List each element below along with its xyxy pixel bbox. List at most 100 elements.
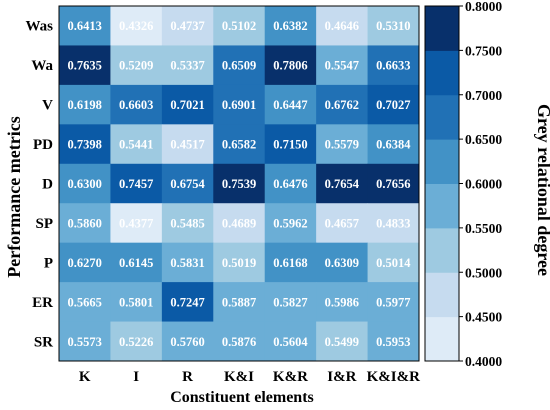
cell-value-label: 0.4833 [376, 216, 410, 230]
cell-value-label: 0.5986 [325, 295, 359, 309]
cell-value-label: 0.5310 [376, 19, 410, 33]
cell-value-label: 0.5226 [119, 335, 153, 349]
heatmap-cell [264, 163, 317, 204]
heatmap-cell [213, 203, 266, 244]
heatmap-cell [213, 321, 266, 362]
heatmap-cell [161, 84, 214, 125]
heatmap-cell [59, 45, 111, 86]
cell-value-label: 0.5801 [119, 295, 153, 309]
cell-value-label: 0.7635 [68, 59, 102, 73]
heatmap-cell [59, 84, 111, 125]
colorbar-tick-label: 0.4500 [465, 310, 502, 325]
heatmap-cell [59, 163, 111, 204]
heatmap-cell [59, 203, 111, 244]
heatmap-cell [161, 6, 214, 46]
heatmap-cell [161, 124, 214, 165]
colorbar-title: Grey relational degree [534, 104, 550, 276]
heatmap-cell [110, 45, 163, 86]
heatmap-cell [264, 321, 317, 362]
cell-value-label: 0.5547 [325, 59, 359, 73]
cell-value-label: 0.6582 [222, 138, 256, 152]
cell-value-label: 0.6762 [325, 98, 359, 112]
heatmap-cell [161, 203, 214, 244]
cell-value-label: 0.6901 [222, 98, 256, 112]
x-tick-label: K [79, 369, 91, 385]
heatmap-cell [367, 6, 420, 46]
cell-value-label: 0.5014 [376, 256, 411, 270]
colorbar-tick-label: 0.7500 [465, 43, 502, 58]
x-tick-label: I [133, 369, 139, 385]
heatmap-cell [161, 242, 214, 283]
cell-value-label: 0.5579 [325, 138, 359, 152]
colorbar-segment [425, 227, 459, 273]
heatmap-cell [264, 282, 317, 323]
colorbar-tick-label: 0.6000 [465, 177, 502, 192]
colorbar-segment [425, 6, 459, 51]
cell-value-label: 0.6270 [68, 256, 102, 270]
heatmap-cell [213, 45, 266, 86]
cell-value-label: 0.4646 [325, 19, 359, 33]
heatmap-cell [161, 163, 214, 204]
plot-frame [58, 5, 420, 362]
cell-value-label: 0.5962 [273, 216, 307, 230]
colorbar-tick-label: 0.6500 [465, 132, 502, 147]
cell-value-label: 0.5209 [119, 59, 153, 73]
heatmap-cell [213, 6, 266, 46]
heatmap-cell [264, 124, 317, 165]
cell-value-label: 0.5876 [222, 335, 256, 349]
heatmap-cell [316, 84, 369, 125]
cell-value-label: 0.6309 [325, 256, 359, 270]
heatmap-cell [316, 124, 369, 165]
cell-value-label: 0.5887 [222, 295, 256, 309]
heatmap-cell [367, 84, 420, 125]
cell-value-label: 0.7021 [170, 98, 204, 112]
cell-value-label: 0.5953 [376, 335, 410, 349]
heatmap-cell [110, 242, 163, 283]
cell-value-label: 0.4517 [170, 138, 204, 152]
x-tick-labels: K I R K&I K&R I&R K&I&R [79, 369, 420, 385]
heatmap-cell [316, 321, 369, 362]
cell-value-label: 0.4377 [119, 216, 153, 230]
y-tick-label: Wa [31, 58, 53, 74]
cell-value-label: 0.5019 [222, 256, 256, 270]
heatmap-cell [110, 84, 163, 125]
cell-value-label: 0.7027 [376, 98, 410, 112]
colorbar-segment [425, 139, 459, 184]
cell-value-label: 0.6198 [68, 98, 102, 112]
cell-value-label: 0.6382 [273, 19, 307, 33]
heatmap-cell [264, 203, 317, 244]
cell-value-label: 0.5831 [170, 256, 204, 270]
colorbar-segment [425, 316, 459, 362]
y-tick-label: D [42, 177, 53, 193]
cell-value-label: 0.6509 [222, 59, 256, 73]
colorbar-segment [425, 50, 459, 96]
y-tick-label: P [44, 255, 53, 271]
heatmap-cell [110, 124, 163, 165]
cell-value-label: 0.7398 [68, 138, 102, 152]
heatmap-cell [59, 124, 111, 165]
heatmap-cell [59, 242, 111, 283]
x-tick-label: K&R [273, 369, 308, 385]
heatmap-cell [213, 163, 266, 204]
cell-value-label: 0.7539 [222, 177, 256, 191]
heatmap-cell [110, 163, 163, 204]
heatmap-cell [316, 282, 369, 323]
cell-value-label: 0.7656 [376, 177, 410, 191]
heatmap-cell [367, 163, 420, 204]
colorbar-tick-label: 0.5000 [465, 265, 502, 280]
heatmap-cell [161, 321, 214, 362]
heatmap-cell [110, 321, 163, 362]
cell-value-label: 0.6384 [376, 138, 411, 152]
cell-value-label: 0.6413 [68, 19, 102, 33]
cell-value-label: 0.5827 [273, 295, 307, 309]
colorbar-segment [425, 272, 459, 318]
colorbar-frame [424, 5, 460, 362]
heatmap-cell [367, 124, 420, 165]
heatmap-cell [367, 203, 420, 244]
heatmap-cell [213, 84, 266, 125]
cell-value-label: 0.4657 [325, 216, 359, 230]
heatmap-cell [264, 242, 317, 283]
y-tick-label: SR [34, 334, 53, 350]
cell-value-label: 0.6476 [273, 177, 307, 191]
cell-value-label: 0.4737 [170, 19, 204, 33]
